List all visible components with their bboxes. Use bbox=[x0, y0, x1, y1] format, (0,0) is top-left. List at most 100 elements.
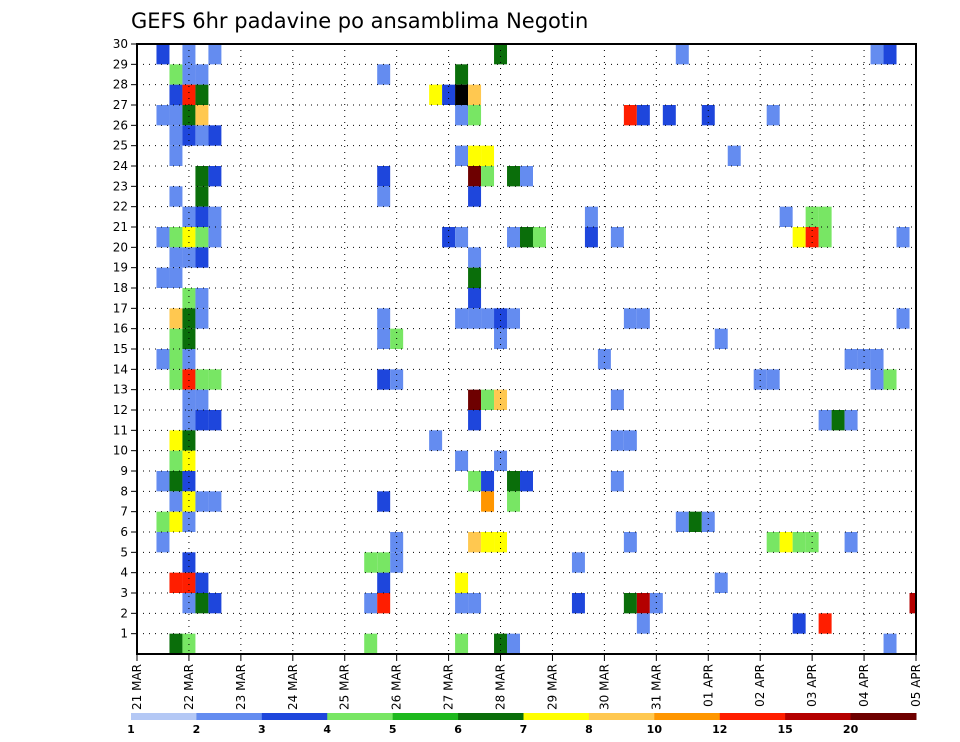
heatmap-cell bbox=[870, 369, 884, 390]
heatmap-cell bbox=[701, 511, 715, 532]
heatmap-cell bbox=[701, 105, 715, 126]
colorbar-swatch bbox=[392, 713, 459, 720]
heatmap-cell bbox=[714, 328, 728, 349]
heatmap-cell bbox=[753, 369, 767, 390]
y-tick-label: 28 bbox=[113, 78, 128, 92]
heatmap-cell bbox=[182, 572, 196, 593]
heatmap-cell bbox=[507, 166, 521, 187]
y-tick-label: 7 bbox=[120, 505, 128, 519]
heatmap-cell bbox=[169, 64, 183, 85]
heatmap-cell bbox=[208, 410, 222, 431]
heatmap-cell bbox=[169, 308, 183, 329]
heatmap-cell bbox=[507, 227, 521, 248]
heatmap-cell bbox=[377, 64, 391, 85]
y-tick-label: 4 bbox=[120, 566, 128, 580]
heatmap-cell bbox=[182, 206, 196, 227]
heatmap-cell bbox=[844, 532, 858, 553]
heatmap-cell bbox=[364, 552, 378, 573]
heatmap-cell bbox=[844, 410, 858, 431]
heatmap-cell bbox=[805, 227, 819, 248]
heatmap-cell bbox=[182, 471, 196, 492]
heatmap-cell bbox=[182, 288, 196, 309]
y-tick-label: 2 bbox=[120, 606, 128, 620]
heatmap-cell bbox=[649, 593, 663, 614]
heatmap-cell bbox=[507, 491, 521, 512]
heatmap-cell bbox=[195, 166, 209, 187]
heatmap-cell bbox=[182, 552, 196, 573]
heatmap-cell bbox=[468, 410, 482, 431]
heatmap-cell bbox=[675, 44, 689, 65]
heatmap-cell bbox=[182, 308, 196, 329]
heatmap-cell bbox=[169, 84, 183, 105]
colorbar-label: 6 bbox=[454, 723, 462, 736]
heatmap-cell bbox=[481, 308, 495, 329]
heatmap-cell bbox=[610, 389, 624, 410]
heatmap-cell bbox=[455, 572, 469, 593]
heatmap-cell bbox=[675, 511, 689, 532]
heatmap-cell bbox=[468, 288, 482, 309]
heatmap-cell bbox=[182, 593, 196, 614]
heatmap-cell bbox=[584, 206, 598, 227]
heatmap-cell bbox=[792, 613, 806, 634]
heatmap-cell bbox=[208, 491, 222, 512]
heatmap-cell bbox=[182, 227, 196, 248]
heatmap-cell bbox=[766, 105, 780, 126]
y-tick-label: 30 bbox=[113, 37, 128, 51]
heatmap-cell bbox=[714, 572, 728, 593]
heatmap-cell bbox=[909, 593, 916, 614]
heatmap-cell bbox=[195, 84, 209, 105]
x-tick-label: 26 MAR bbox=[390, 664, 404, 710]
heatmap-cell bbox=[883, 44, 897, 65]
heatmap-cell bbox=[169, 471, 183, 492]
heatmap-cell bbox=[182, 410, 196, 431]
heatmap-cell bbox=[156, 267, 170, 288]
heatmap-cell bbox=[169, 328, 183, 349]
heatmap-cell bbox=[156, 471, 170, 492]
heatmap-cell bbox=[532, 227, 546, 248]
heatmap-cell bbox=[195, 572, 209, 593]
colorbar-swatch bbox=[131, 713, 197, 720]
heatmap-cell bbox=[377, 186, 391, 207]
heatmap-cell bbox=[636, 593, 650, 614]
colorbar-label: 1 bbox=[127, 723, 135, 736]
x-tick-label: 25 MAR bbox=[338, 664, 352, 710]
heatmap-cell bbox=[870, 349, 884, 370]
heatmap-cell bbox=[494, 308, 508, 329]
heatmap-cell bbox=[584, 227, 598, 248]
heatmap-cell bbox=[195, 491, 209, 512]
heatmap-cell bbox=[623, 105, 637, 126]
heatmap-cell bbox=[195, 389, 209, 410]
x-tick-label: 22 MAR bbox=[182, 664, 196, 710]
x-tick-label: 05 APR bbox=[909, 664, 923, 707]
heatmap-cell bbox=[182, 491, 196, 512]
heatmap-cell bbox=[195, 105, 209, 126]
colorbar-label: 12 bbox=[712, 723, 727, 736]
heatmap-cell bbox=[494, 633, 508, 654]
y-tick-label: 27 bbox=[113, 98, 128, 112]
heatmap-cell bbox=[195, 227, 209, 248]
heatmap-cell bbox=[208, 206, 222, 227]
heatmap-cell bbox=[481, 491, 495, 512]
colorbar: 1 2 3 4 5 6 7 8 10 12 15 20 bbox=[127, 713, 917, 736]
heatmap-cell bbox=[610, 430, 624, 451]
y-tick-label: 22 bbox=[113, 200, 128, 214]
heatmap-cell bbox=[468, 593, 482, 614]
colorbar-swatch bbox=[458, 713, 524, 720]
heatmap-cell bbox=[169, 247, 183, 268]
y-tick-label: 20 bbox=[113, 240, 128, 254]
heatmap-cell bbox=[169, 125, 183, 146]
heatmap-cell bbox=[857, 349, 871, 370]
heatmap-cell bbox=[455, 145, 469, 166]
heatmap-cell bbox=[883, 633, 897, 654]
heatmap-cell bbox=[195, 308, 209, 329]
heatmap-cell bbox=[169, 369, 183, 390]
y-tick-label: 26 bbox=[113, 118, 128, 132]
y-tick-label: 24 bbox=[113, 159, 128, 173]
heatmap-cell bbox=[571, 552, 585, 573]
heatmap-cell bbox=[610, 227, 624, 248]
x-tick-label: 21 MAR bbox=[130, 664, 144, 710]
heatmap-cell bbox=[623, 430, 637, 451]
heatmap-cell bbox=[792, 532, 806, 553]
x-tick-label: 28 MAR bbox=[494, 664, 508, 710]
data-cells bbox=[156, 44, 916, 654]
